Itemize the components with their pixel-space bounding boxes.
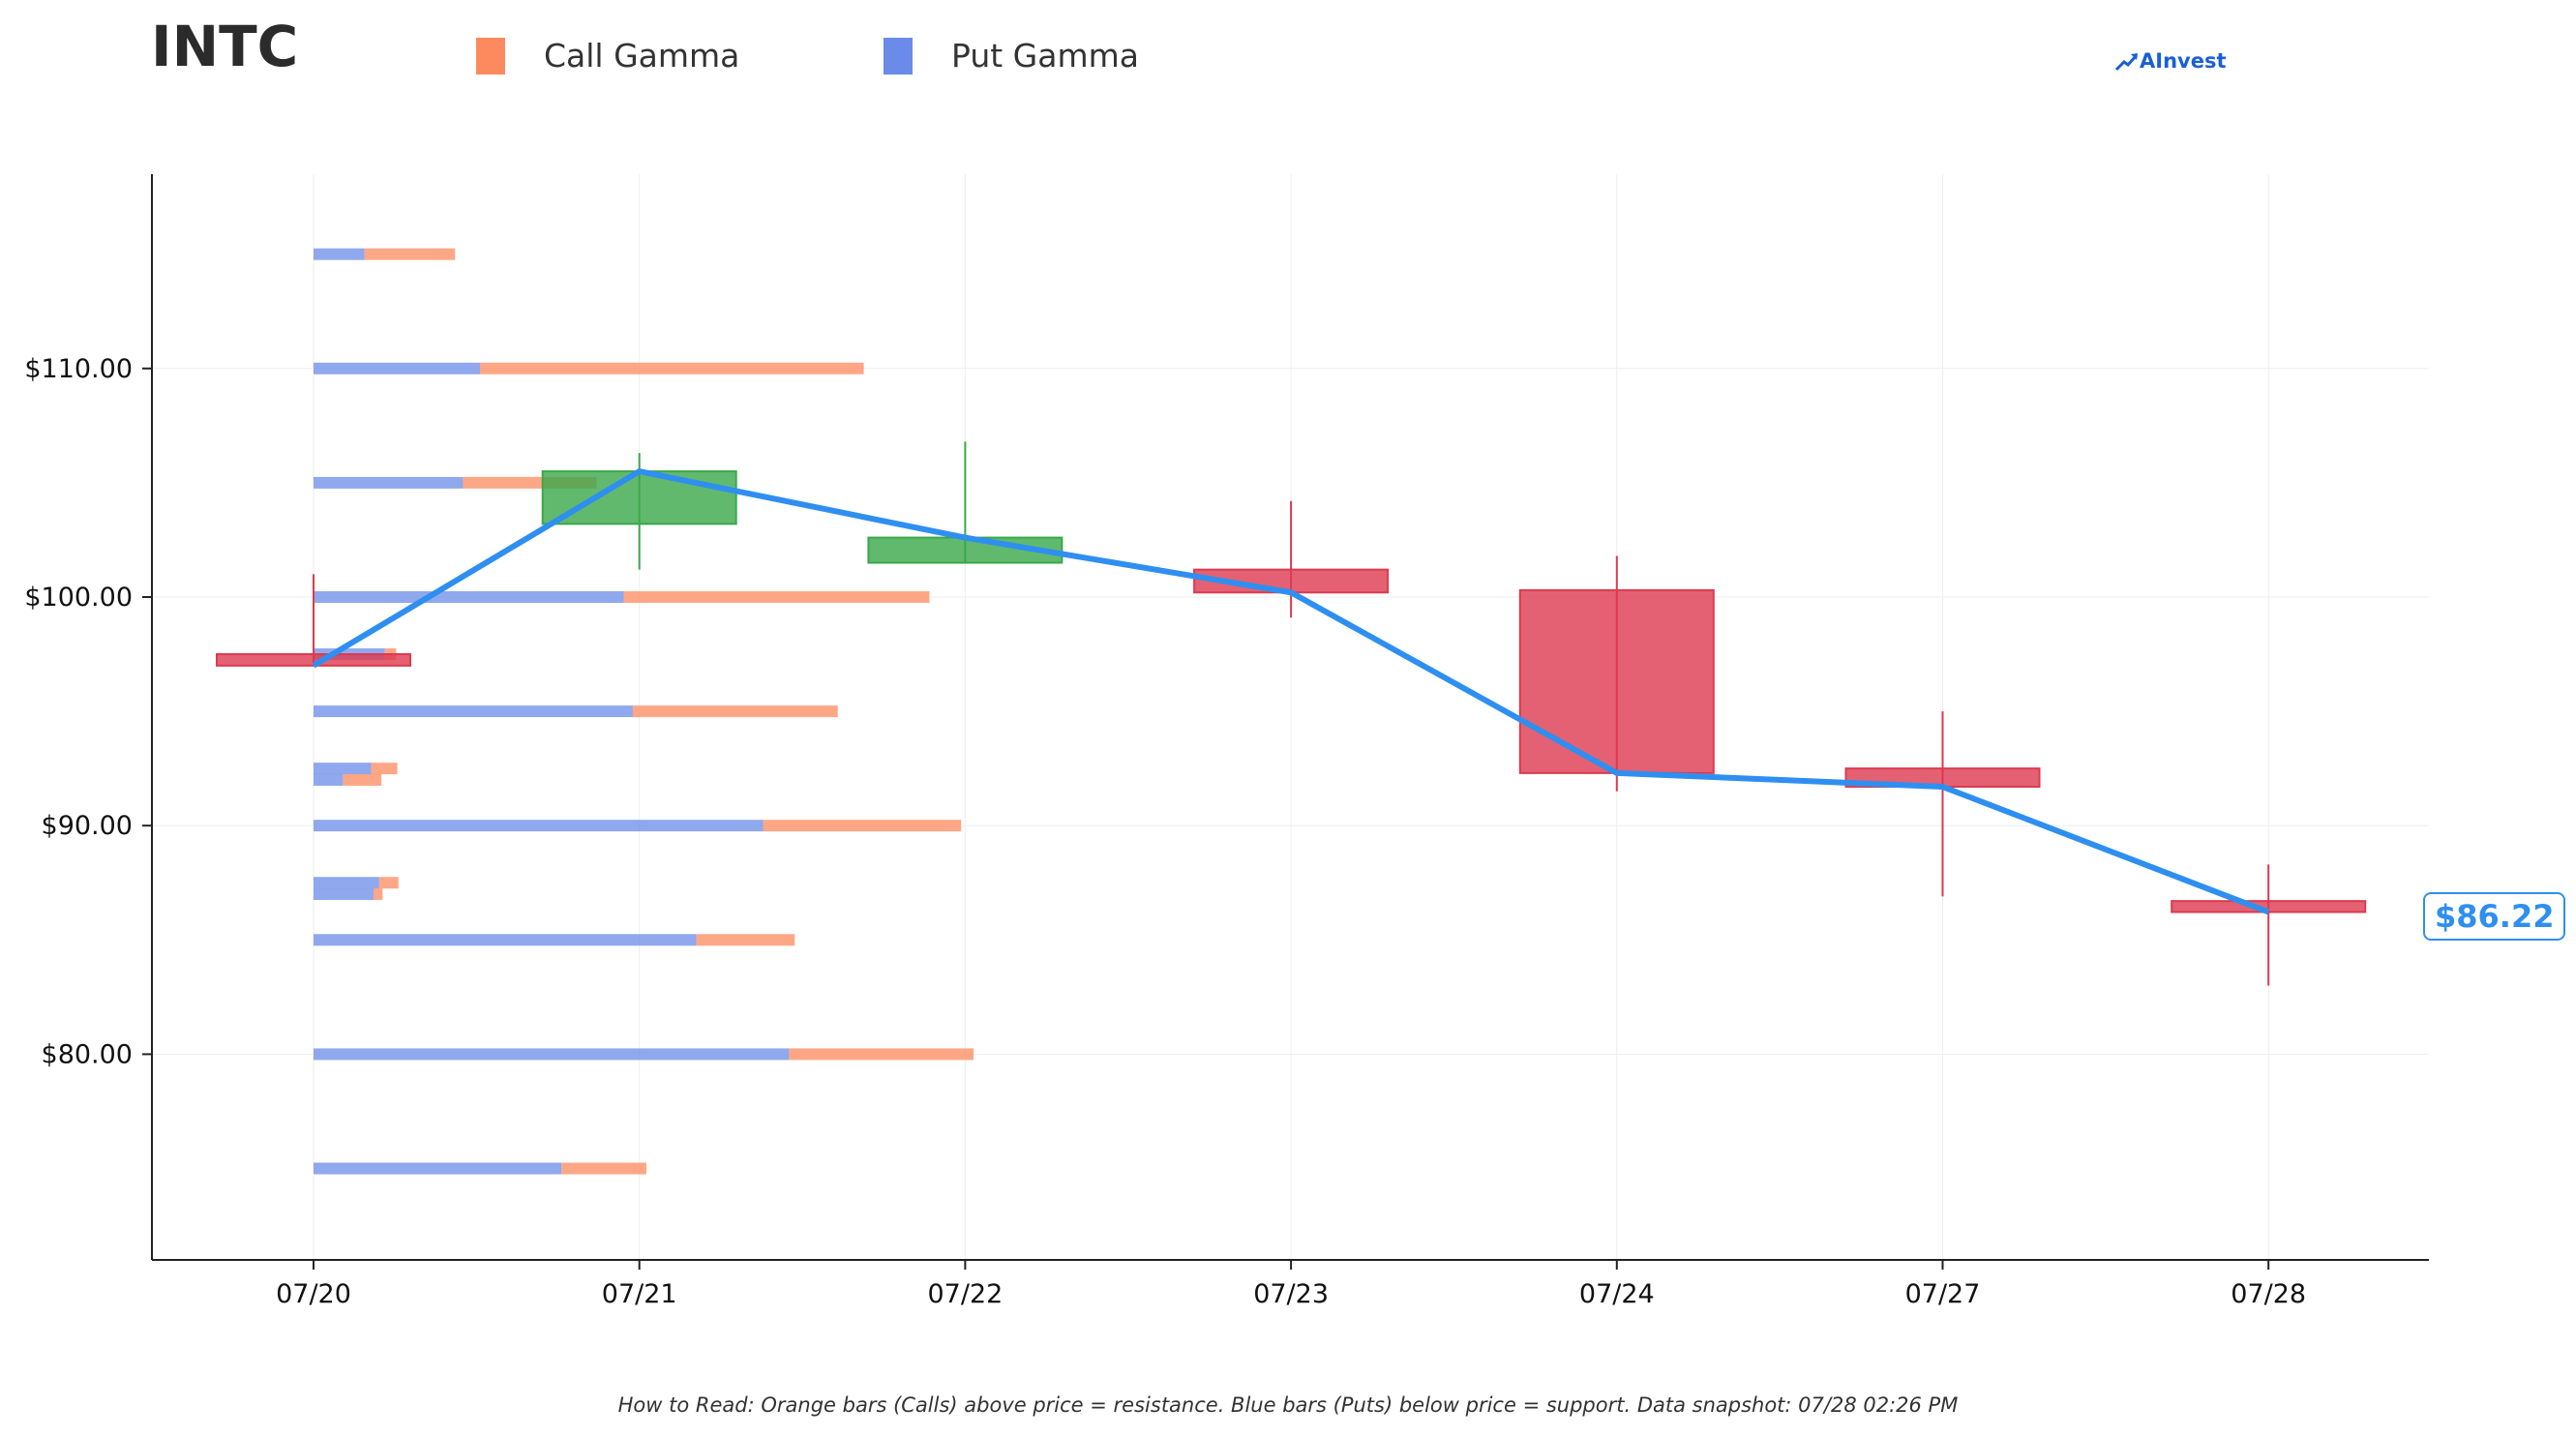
put-gamma-bar: [314, 877, 379, 889]
put-gamma-bar: [314, 773, 344, 786]
axes: $80.00 $90.00 $100.00 $110.00 07/20 07/21 07/2…: [24, 174, 2429, 1309]
put-gamma-bar: [314, 934, 697, 946]
candle-body: [541, 470, 737, 525]
call-gamma-bar: [343, 773, 382, 786]
chart-up-icon: [2114, 53, 2139, 72]
call-gamma-bar: [623, 590, 930, 603]
call-gamma-bar: [632, 705, 838, 718]
y-tick-label: $80.00: [42, 1039, 133, 1069]
current-price-tag: $86.22: [2423, 892, 2566, 941]
x-tick-label: 07/21: [602, 1279, 677, 1309]
call-gamma-swatch: [476, 37, 505, 75]
put-gamma-bar: [314, 476, 464, 489]
x-tick-label: 07/20: [276, 1279, 351, 1309]
gamma-bars: [314, 248, 974, 1175]
put-gamma-bar: [314, 1048, 790, 1061]
x-tick-label: 07/23: [1253, 1279, 1329, 1309]
close-price-line: [312, 468, 2270, 915]
x-tick-label: 07/22: [927, 1279, 1003, 1309]
x-tick-label: 07/27: [1905, 1279, 1981, 1309]
footer-note: How to Read: Orange bars (Calls) above p…: [617, 1393, 1959, 1417]
y-tick-label: $90.00: [42, 811, 133, 841]
call-gamma-bar: [696, 934, 795, 946]
x-tick-label: 07/28: [2231, 1279, 2306, 1309]
put-gamma-bar: [314, 820, 764, 832]
call-gamma-label: Call Gamma: [544, 37, 740, 75]
candle-body: [2171, 900, 2367, 913]
y-tick-label: $110.00: [24, 354, 133, 384]
put-gamma-bar: [314, 705, 633, 718]
legend-call-gamma: Call Gamma: [476, 37, 739, 75]
put-gamma-bar: [314, 1162, 562, 1175]
put-gamma-bar: [314, 362, 480, 374]
call-gamma-bar: [371, 763, 398, 775]
brand-logo: AInvest: [2114, 49, 2227, 73]
ticker-title: INTC: [151, 14, 299, 79]
call-gamma-bar: [789, 1048, 974, 1061]
call-gamma-bar: [561, 1162, 646, 1175]
put-gamma-bar: [314, 888, 374, 901]
legend-put-gamma: Put Gamma: [884, 37, 1139, 75]
call-gamma-bar: [364, 248, 456, 260]
y-tick-label: $100.00: [24, 583, 133, 613]
put-gamma-bar: [314, 763, 372, 775]
put-gamma-bar: [314, 590, 624, 603]
call-gamma-bar: [479, 362, 864, 374]
call-gamma-bar: [763, 820, 962, 832]
x-tick-label: 07/24: [1579, 1279, 1655, 1309]
put-gamma-label: Put Gamma: [951, 37, 1139, 75]
call-gamma-bar: [378, 877, 399, 889]
brand-name: AInvest: [2140, 49, 2227, 73]
candle-body: [1518, 588, 1715, 774]
put-gamma-swatch: [884, 37, 913, 75]
put-gamma-bar: [314, 248, 365, 260]
close-price-polyline: [312, 468, 2270, 915]
call-gamma-bar: [374, 888, 383, 901]
